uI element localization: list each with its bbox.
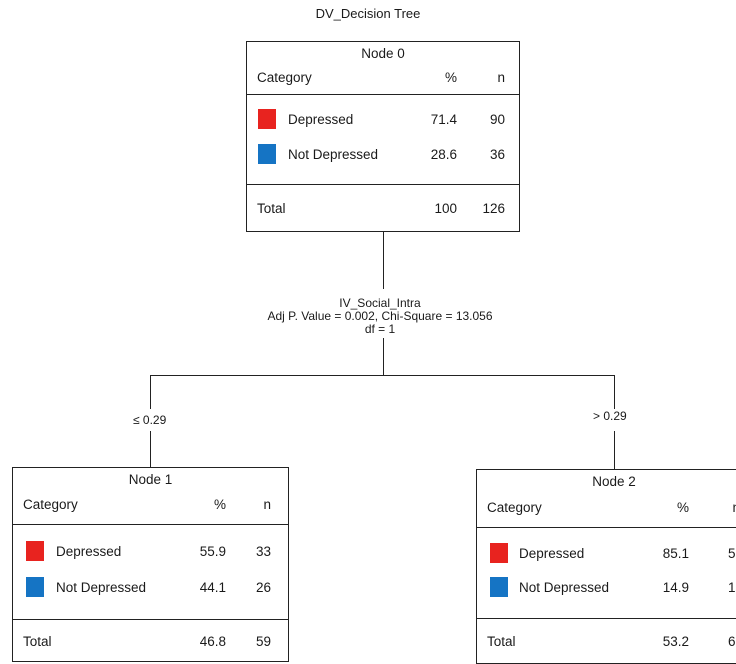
depressed-swatch-icon — [26, 541, 44, 561]
category-percent: 28.6 — [430, 147, 457, 162]
total-percent: 100 — [434, 201, 457, 216]
diagram-title: DV_Decision Tree — [315, 6, 421, 21]
node-header-row: Category % n — [247, 67, 519, 89]
node-divider — [477, 618, 736, 619]
total-n: 59 — [255, 634, 271, 649]
category-percent: 44.1 — [199, 580, 226, 595]
total-n: 67 — [727, 634, 736, 649]
category-row-not-depressed: Not Depressed 44.1 26 — [13, 577, 288, 599]
connector-horizontal — [150, 375, 615, 376]
category-label: Depressed — [288, 112, 354, 127]
connector-root-down — [383, 232, 384, 289]
header-percent: % — [444, 70, 457, 85]
right-condition-label: > 0.29 — [593, 409, 627, 423]
total-row: Total 46.8 59 — [13, 631, 288, 653]
category-n: 10 — [727, 580, 736, 595]
connector-split-down — [383, 338, 384, 375]
split-info: IV_Social_Intra Adj P. Value = 0.002, Ch… — [180, 297, 580, 336]
header-n: n — [497, 70, 505, 85]
header-percent: % — [676, 500, 689, 515]
category-row-depressed: Depressed 55.9 33 — [13, 541, 288, 563]
connector-left-node — [150, 431, 151, 467]
left-condition-label: ≤ 0.29 — [133, 413, 167, 427]
category-label: Not Depressed — [519, 580, 610, 595]
header-n: n — [710, 497, 736, 519]
category-label: Depressed — [519, 546, 585, 561]
node-title: Node 0 — [361, 46, 405, 61]
not-depressed-swatch-icon — [26, 577, 44, 597]
category-n: 57 — [727, 546, 736, 561]
node-header-row: Category % n — [13, 494, 288, 516]
node-divider — [13, 524, 288, 525]
node-2: Node 2 Category % n Depressed 85.1 57 No… — [476, 469, 736, 664]
header-percent: % — [213, 497, 226, 512]
node-divider — [247, 184, 519, 185]
category-row-not-depressed: Not Depressed 14.9 10 — [477, 577, 736, 599]
category-n: 26 — [255, 580, 271, 595]
header-category: Category — [23, 497, 78, 512]
depressed-swatch-icon — [490, 543, 508, 563]
split-df: df = 1 — [364, 322, 396, 336]
node-title: Node 2 — [592, 474, 636, 489]
category-percent: 55.9 — [199, 544, 226, 559]
node-title: Node 1 — [128, 472, 173, 487]
not-depressed-swatch-icon — [258, 144, 276, 164]
total-n: 126 — [482, 201, 505, 216]
header-category: Category — [257, 70, 312, 85]
category-row-depressed: Depressed 85.1 57 — [477, 543, 736, 565]
category-label: Not Depressed — [56, 580, 147, 595]
header-category: Category — [487, 500, 542, 515]
node-1: Node 1 Category % n Depressed 55.9 33 No… — [12, 467, 289, 662]
not-depressed-swatch-icon — [490, 577, 508, 597]
category-row-depressed: Depressed 71.4 90 — [247, 109, 519, 131]
split-variable: IV_Social_Intra — [339, 296, 421, 310]
category-n: 90 — [489, 112, 505, 127]
node-divider — [247, 94, 519, 95]
category-label: Depressed — [56, 544, 122, 559]
header-n: n — [263, 497, 271, 512]
node-divider — [13, 619, 288, 620]
category-row-not-depressed: Not Depressed 28.6 36 — [247, 144, 519, 166]
node-header-row: Category % n — [477, 497, 736, 519]
category-n: 36 — [489, 147, 505, 162]
total-row: Total 53.2 67 — [477, 631, 736, 653]
total-label: Total — [487, 634, 516, 649]
category-n: 33 — [255, 544, 271, 559]
connector-left-down — [150, 375, 151, 409]
category-percent: 14.9 — [662, 580, 689, 595]
split-stats: Adj P. Value = 0.002, Chi-Square = 13.05… — [267, 309, 493, 323]
connector-right-down — [614, 375, 615, 409]
node-0: Node 0 Category % n Depressed 71.4 90 No… — [246, 41, 520, 232]
total-label: Total — [23, 634, 52, 649]
total-row: Total 100 126 — [247, 198, 519, 220]
total-label: Total — [257, 201, 286, 216]
category-percent: 85.1 — [662, 546, 689, 561]
depressed-swatch-icon — [258, 109, 276, 129]
category-percent: 71.4 — [430, 112, 457, 127]
connector-right-node — [614, 431, 615, 469]
category-label: Not Depressed — [288, 147, 379, 162]
node-divider — [477, 527, 736, 528]
total-percent: 53.2 — [662, 634, 689, 649]
total-percent: 46.8 — [199, 634, 226, 649]
